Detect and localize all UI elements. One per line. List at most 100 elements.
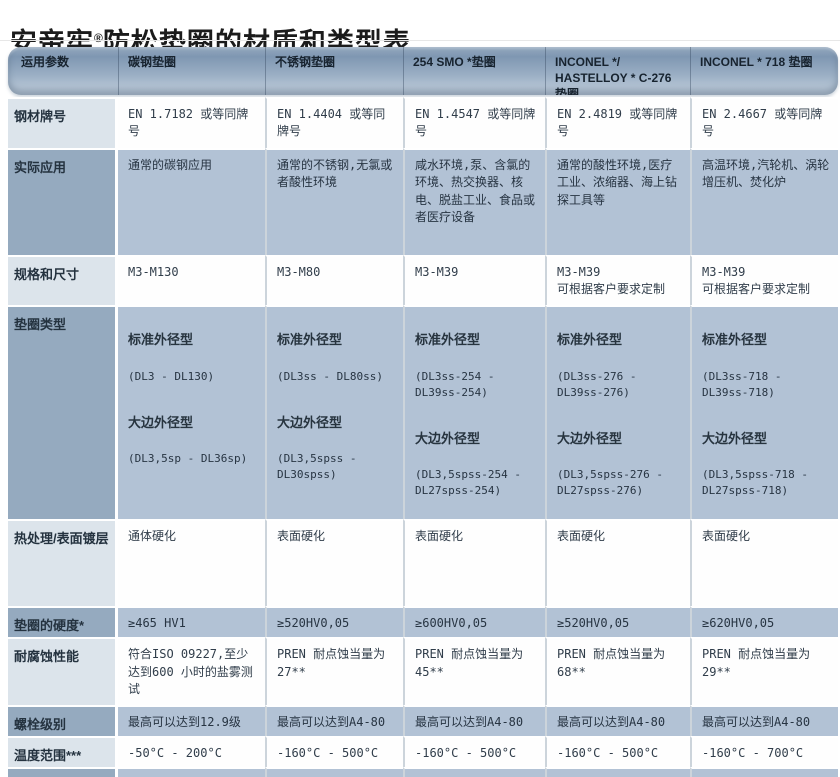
table-cell: -160°C - 500°C — [403, 736, 545, 768]
washer-type-standard-range: (DL3ss-276 - DL39ss-276) — [557, 369, 637, 399]
washer-type-large: 大边外径型 — [702, 430, 768, 446]
table-row-applications: 实际应用 通常的碳钢应用 通常的不锈钢,无氯或者酸性环境 咸水环境,泵、含氯的环… — [8, 148, 838, 255]
table-cell: EN 1.4404 或等同牌号 — [265, 97, 403, 148]
table-row-heat-treatment: 热处理/表面镀层 通体硬化 表面硬化 表面硬化 表面硬化 表面硬化 — [8, 519, 838, 607]
washer-type-standard: 标准外径型 — [277, 332, 343, 348]
table-cell: -160°C - 500°C — [265, 736, 403, 768]
table-cell: PREN 耐点蚀当量为27** — [265, 637, 403, 706]
washer-type-standard-range: (DL3ss-254 - DL39ss-254) — [415, 369, 495, 399]
table-cell: EN 2.4667 或等同牌号 — [690, 97, 838, 148]
table-cell: M3-M39 可根据客户要求定制 — [690, 255, 838, 305]
table-cell: -50°C - 200°C — [118, 736, 265, 768]
washer-type-standard: 标准外径型 — [128, 332, 194, 348]
table-cell: EN 1.4547 或等同牌号 — [403, 97, 545, 148]
column-header-parameter: 运用参数 — [21, 55, 70, 69]
table-row-steel-grade: 钢材牌号 EN 1.7182 或等同牌号 EN 1.4404 或等同牌号 EN … — [8, 97, 838, 148]
column-header-254smo: 254 SMO *垫圈 — [403, 47, 545, 95]
table-row-partial — [8, 767, 838, 777]
table-cell — [403, 767, 545, 777]
table-cell — [690, 767, 838, 777]
table-cell: 标准外径型 (DL3ss - DL80ss) 大边外径型 (DL3,5spss … — [265, 305, 403, 520]
table-cell: 标准外径型 (DL3ss-254 - DL39ss-254) 大边外径型 (DL… — [403, 305, 545, 520]
table-cell: ≥620HV0,05 — [690, 606, 838, 638]
row-label: 垫圈类型 — [8, 305, 118, 520]
table-cell: 通体硬化 — [118, 519, 265, 607]
table-cell: 通常的酸性环境,医疗工业、浓缩器、海上钻探工具等 — [545, 148, 690, 255]
table-cell: 最高可以达到A4-80 — [690, 705, 838, 737]
column-header-stainless-steel: 不锈钢垫圈 — [265, 47, 403, 95]
row-label: 规格和尺寸 — [8, 255, 118, 305]
table-cell: 通常的不锈钢,无氯或者酸性环境 — [265, 148, 403, 255]
table-cell: 高温环境,汽轮机、涡轮增压机、焚化炉 — [690, 148, 838, 255]
table-cell — [118, 767, 265, 777]
table-cell: EN 2.4819 或等同牌号 — [545, 97, 690, 148]
row-label: 垫圈的硬度* — [8, 606, 118, 638]
washer-type-large: 大边外径型 — [415, 430, 481, 446]
washer-type-large-range: (DL3,5spss - DL30spss) — [277, 452, 357, 482]
table-cell: 最高可以达到12.9级 — [118, 705, 265, 737]
top-divider — [0, 40, 840, 41]
table-row-hardness: 垫圈的硬度* ≥465 HV1 ≥520HV0,05 ≥600HV0,05 ≥5… — [8, 606, 838, 638]
table-row-washer-types: 垫圈类型 标准外径型 (DL3 - DL130) 大边外径型 (DL3,5sp … — [8, 305, 838, 520]
table-cell: PREN 耐点蚀当量为45** — [403, 637, 545, 706]
table-cell: M3-M39 可根据客户要求定制 — [545, 255, 690, 305]
washer-type-large-range: (DL3,5spss-718 - DL27spss-718) — [702, 468, 808, 498]
row-label: 钢材牌号 — [8, 97, 118, 148]
table-cell — [265, 767, 403, 777]
table-cell: 表面硬化 — [690, 519, 838, 607]
row-label: 耐腐蚀性能 — [8, 637, 118, 706]
table-cell: 最高可以达到A4-80 — [545, 705, 690, 737]
washer-type-large-range: (DL3,5spss-276 - DL27spss-276) — [557, 468, 663, 498]
table-cell — [545, 767, 690, 777]
table-cell: ≥600HV0,05 — [403, 606, 545, 638]
table-cell: EN 1.7182 或等同牌号 — [118, 97, 265, 148]
table-cell: 标准外径型 (DL3ss-718 - DL39ss-718) 大边外径型 (DL… — [690, 305, 838, 520]
washer-type-standard-range: (DL3ss-718 - DL39ss-718) — [702, 369, 782, 399]
column-header-carbon-steel: 碳钢垫圈 — [118, 47, 265, 95]
washer-type-large-range: (DL3,5sp - DL36sp) — [128, 452, 248, 466]
table-cell: 符合ISO 09227,至少达到600 小时的盐雾测试 — [118, 637, 265, 706]
table-cell: 最高可以达到A4-80 — [265, 705, 403, 737]
table-cell: PREN 耐点蚀当量为68** — [545, 637, 690, 706]
table-row-sizes: 规格和尺寸 M3-M130 M3-M80 M3-M39 M3-M39 可根据客户… — [8, 255, 838, 305]
table-row-corrosion-resistance: 耐腐蚀性能 符合ISO 09227,至少达到600 小时的盐雾测试 PREN 耐… — [8, 637, 838, 706]
column-header-inconel-c276: INCONEL */ HASTELLOY * C-276 垫圈 — [545, 47, 690, 95]
washer-type-standard-range: (DL3 - DL130) — [128, 369, 215, 383]
table-cell: 表面硬化 — [403, 519, 545, 607]
table-cell: M3-M39 — [403, 255, 545, 305]
washer-type-large-range: (DL3,5spss-254 - DL27spss-254) — [415, 468, 521, 498]
table-cell: PREN 耐点蚀当量为29** — [690, 637, 838, 706]
column-header-inconel-718: INCONEL * 718 垫圈 — [690, 47, 838, 95]
table-header-row: 运用参数 碳钢垫圈 不锈钢垫圈 254 SMO *垫圈 INCONEL */ H… — [8, 47, 838, 95]
table-cell: 标准外径型 (DL3 - DL130) 大边外径型 (DL3,5sp - DL3… — [118, 305, 265, 520]
table-cell: -160°C - 500°C — [545, 736, 690, 768]
washer-type-standard: 标准外径型 — [702, 332, 768, 348]
table-cell: 最高可以达到A4-80 — [403, 705, 545, 737]
washer-type-large: 大边外径型 — [277, 414, 343, 430]
table-cell: 通常的碳钢应用 — [118, 148, 265, 255]
table-cell: M3-M130 — [118, 255, 265, 305]
table-cell: ≥520HV0,05 — [265, 606, 403, 638]
row-label: 实际应用 — [8, 148, 118, 255]
table-cell: ≥465 HV1 — [118, 606, 265, 638]
table-row-bolt-class: 螺栓级别 最高可以达到12.9级 最高可以达到A4-80 最高可以达到A4-80… — [8, 705, 838, 737]
row-label — [8, 767, 118, 777]
registered-mark: ® — [94, 31, 103, 46]
table-cell: ≥520HV0,05 — [545, 606, 690, 638]
row-label: 温度范围*** — [8, 736, 118, 768]
washer-type-standard: 标准外径型 — [415, 332, 481, 348]
table-cell: 标准外径型 (DL3ss-276 - DL39ss-276) 大边外径型 (DL… — [545, 305, 690, 520]
table-row-temperature-range: 温度范围*** -50°C - 200°C -160°C - 500°C -16… — [8, 736, 838, 768]
washer-spec-table: 运用参数 碳钢垫圈 不锈钢垫圈 254 SMO *垫圈 INCONEL */ H… — [8, 47, 838, 777]
table-cell: -160°C - 700°C — [690, 736, 838, 768]
washer-type-large: 大边外径型 — [557, 430, 623, 446]
table-cell: 表面硬化 — [545, 519, 690, 607]
row-label: 螺栓级别 — [8, 705, 118, 737]
washer-type-large: 大边外径型 — [128, 414, 194, 430]
washer-type-standard: 标准外径型 — [557, 332, 623, 348]
row-label: 热处理/表面镀层 — [8, 519, 118, 607]
table-cell: 咸水环境,泵、含氯的环境、热交换器、核电、脱盐工业、食品或者医疗设备 — [403, 148, 545, 255]
washer-type-standard-range: (DL3ss - DL80ss) — [277, 369, 383, 383]
table-cell: 表面硬化 — [265, 519, 403, 607]
table-cell: M3-M80 — [265, 255, 403, 305]
